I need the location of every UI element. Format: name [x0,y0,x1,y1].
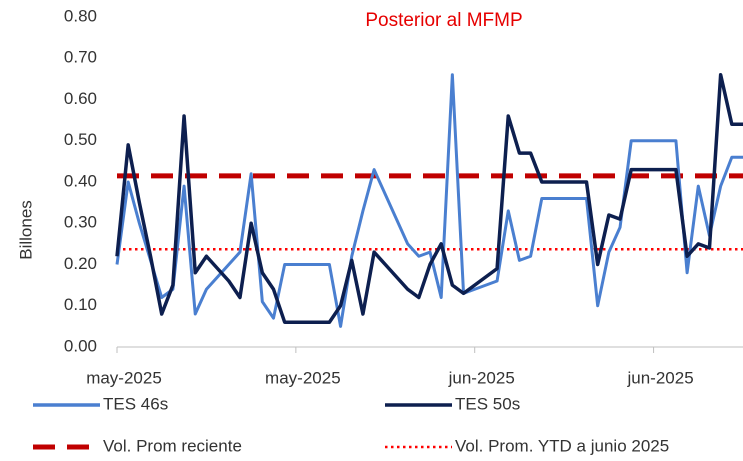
chart-title: Posterior al MFMP [365,10,522,31]
y-axis-label: Billones [16,200,35,260]
y-tick-label: 0.70 [64,48,97,67]
legend-label: Vol. Prom. YTD a junio 2025 [455,436,669,455]
y-tick-label: 0.50 [64,130,97,149]
legend-label: TES 50s [455,394,520,413]
series-line [115,73,743,324]
y-tick-label: 0.60 [64,89,97,108]
series-line [115,73,743,328]
y-tick-label: 0.00 [64,336,97,355]
x-tick-label: jun-2025 [626,368,693,387]
legend-label: TES 46s [103,394,168,413]
x-tick-label: jun-2025 [448,368,515,387]
y-tick-label: 0.30 [64,213,97,232]
y-tick-label: 0.40 [64,171,97,190]
y-tick-label: 0.80 [64,6,97,25]
y-tick-label: 0.10 [64,295,97,314]
x-tick-label: may-2025 [86,368,162,387]
y-tick-label: 0.20 [64,254,97,273]
legend-label: Vol. Prom reciente [103,436,242,455]
x-tick-label: may-2025 [265,368,341,387]
